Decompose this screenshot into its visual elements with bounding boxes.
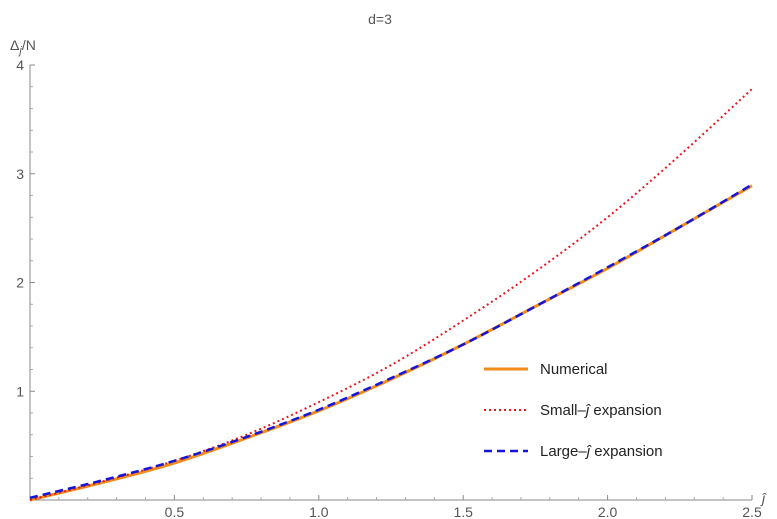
legend-large-after: expansion bbox=[590, 443, 663, 460]
y-axis-title-sub: j bbox=[17, 45, 22, 57]
x-tick-label: 0.5 bbox=[165, 504, 185, 519]
y-axis-title: Δj/N bbox=[10, 37, 36, 57]
legend-large-hat: ĵ bbox=[585, 443, 592, 460]
x-tick-label: 2.0 bbox=[598, 504, 618, 519]
y-axis-title-main: Δ bbox=[10, 37, 19, 53]
y-tick-label: 1 bbox=[16, 383, 24, 399]
legend-small-after: expansion bbox=[589, 402, 662, 419]
series-line-large-expansion bbox=[29, 183, 753, 500]
legend-label-numerical: Numerical bbox=[540, 361, 608, 378]
legend-label-small-expansion: Small–ĵ expansion bbox=[540, 402, 662, 419]
legend-small-before: Small– bbox=[540, 402, 587, 419]
series-group bbox=[29, 88, 753, 502]
legend: Numerical Small–ĵ expansion Large–ĵ expa… bbox=[484, 361, 663, 460]
x-axis-title: ĵ bbox=[760, 490, 767, 506]
x-tick-label: 1.5 bbox=[453, 504, 473, 519]
y-axis-title-rest: /N bbox=[22, 37, 36, 53]
y-ticks: 1 2 3 4 bbox=[16, 57, 35, 479]
legend-small-hat: ĵ bbox=[584, 402, 591, 419]
y-tick-label: 4 bbox=[16, 57, 24, 73]
series-line-small-expansion bbox=[29, 88, 753, 501]
y-tick-label: 3 bbox=[16, 166, 24, 182]
chart-title: d=3 bbox=[368, 11, 392, 27]
x-tick-label: 1.0 bbox=[309, 504, 329, 519]
legend-label-large-expansion: Large–ĵ expansion bbox=[540, 443, 663, 460]
legend-large-before: Large– bbox=[540, 443, 587, 460]
x-tick-label: 2.5 bbox=[742, 504, 762, 519]
y-tick-label: 2 bbox=[16, 275, 24, 291]
x-ticks: 0.5 1.0 1.5 2.0 2.5 bbox=[58, 495, 762, 519]
